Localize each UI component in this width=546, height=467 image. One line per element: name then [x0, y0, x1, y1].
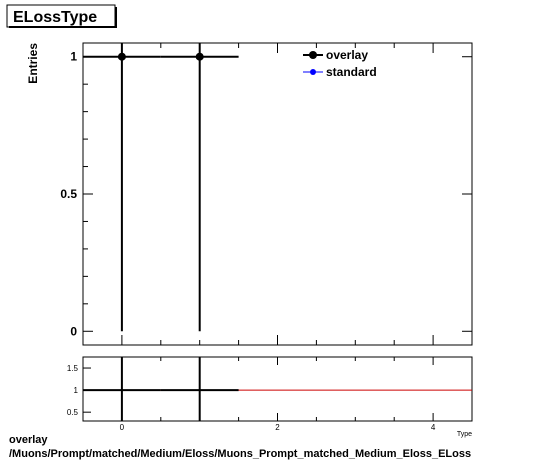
ratio-plot-data — [83, 357, 472, 421]
y-tick-label: 0 — [70, 324, 77, 338]
data-point — [117, 52, 126, 61]
x-tick-label: 2 — [275, 423, 280, 432]
ratio-axis-ticks: 0.5 1 1.5 0 2 4 — [67, 357, 473, 432]
legend-marker-standard — [310, 69, 316, 75]
footer-line-1: overlay — [9, 434, 48, 446]
legend-label-standard: standard — [326, 65, 377, 79]
ratio-y-tick-label: 1.5 — [67, 364, 79, 373]
x-axis-label: Type — [457, 431, 472, 438]
y-tick-label: 1 — [70, 50, 77, 64]
main-plot-frame — [82, 42, 473, 346]
legend-label-overlay: overlay — [326, 48, 368, 62]
ratio-y-tick-label: 1 — [74, 386, 79, 395]
legend-entry-standard: standard — [303, 65, 377, 79]
legend-marker-overlay — [309, 51, 317, 59]
y-tick-label: 0.5 — [60, 187, 77, 201]
legend: overlay standard — [303, 48, 377, 79]
x-tick-label: 4 — [431, 423, 436, 432]
main-axis-ticks: 00.51 — [60, 43, 473, 345]
title-box: ELossType — [6, 4, 117, 28]
y-axis-label: Entries — [26, 43, 40, 84]
x-tick-label: 0 — [120, 423, 125, 432]
data-point — [195, 52, 204, 61]
main-plot-data — [83, 43, 239, 332]
ratio-plot-frame — [82, 356, 473, 422]
legend-entry-overlay: overlay — [303, 48, 368, 62]
chart-title: ELossType — [13, 9, 97, 26]
footer-line-2: /Muons/Prompt/matched/Medium/Eloss/Muons… — [9, 448, 471, 460]
ratio-y-tick-label: 0.5 — [67, 408, 79, 417]
